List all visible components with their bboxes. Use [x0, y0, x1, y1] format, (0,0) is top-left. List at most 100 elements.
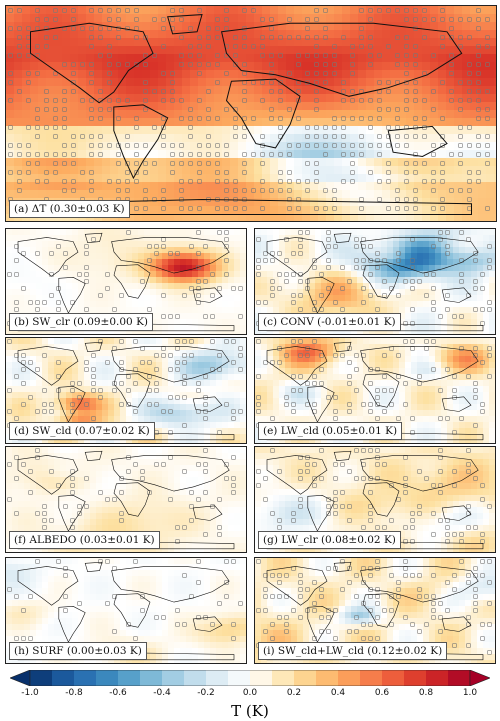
field-cell [382, 110, 391, 119]
field-cell [429, 325, 436, 332]
field-cell [429, 344, 436, 351]
field-cell [358, 54, 367, 63]
field-cell [70, 14, 79, 23]
significance-marker [333, 244, 338, 249]
field-cell [6, 30, 15, 39]
field-cell [470, 134, 479, 143]
field-cell [86, 14, 95, 23]
field-cell [132, 374, 139, 381]
field-cell [390, 38, 399, 47]
field-cell [86, 150, 95, 159]
field-cell [422, 126, 431, 135]
field-cell [156, 241, 163, 248]
field-cell [206, 126, 215, 135]
field-cell [166, 174, 175, 183]
field-cell [54, 271, 61, 278]
field-cell [138, 404, 145, 411]
field-cell [435, 241, 442, 248]
field-cell [454, 70, 463, 79]
field-cell [96, 295, 103, 302]
field-cell [108, 307, 115, 314]
field-cell [192, 283, 199, 290]
field-cell [48, 271, 55, 278]
field-cell [18, 301, 25, 308]
field-cell [435, 229, 442, 236]
field-cell [210, 338, 217, 345]
field-cell [78, 30, 87, 39]
field-cell [478, 174, 487, 183]
field-cell [102, 14, 111, 23]
field-cell [102, 6, 111, 15]
field-cell [387, 253, 394, 260]
field-cell [180, 344, 187, 351]
field-cell [36, 241, 43, 248]
field-cell [138, 241, 145, 248]
field-cell [144, 253, 151, 260]
field-cell [478, 94, 487, 103]
field-cell [156, 313, 163, 320]
field-cell [126, 158, 135, 167]
field-cell [214, 102, 223, 111]
field-cell [430, 102, 439, 111]
field-cell [357, 241, 364, 248]
field-cell [270, 190, 279, 199]
field-cell [393, 283, 400, 290]
field-cell [78, 307, 85, 314]
significance-marker [403, 321, 408, 326]
field-cell [366, 182, 375, 191]
field-cell [270, 86, 279, 95]
field-cell [222, 362, 229, 369]
field-cell [168, 295, 175, 302]
field-cell [110, 70, 119, 79]
field-cell [422, 118, 431, 127]
field-cell [24, 301, 31, 308]
field-cell [446, 182, 455, 191]
significance-marker [269, 80, 274, 85]
field-cell [30, 22, 39, 31]
field-cell [470, 174, 479, 183]
field-cell [22, 166, 31, 175]
field-cell [192, 350, 199, 357]
field-cell [454, 46, 463, 55]
field-cell [42, 338, 49, 345]
field-cell [18, 410, 25, 417]
field-cell [86, 142, 95, 151]
field-cell [102, 142, 111, 151]
field-cell [297, 229, 304, 236]
field-cell [54, 102, 63, 111]
significance-marker [323, 35, 328, 40]
significance-marker [56, 307, 61, 312]
field-cell [192, 259, 199, 266]
significance-marker [215, 80, 220, 85]
field-cell [246, 110, 255, 119]
field-cell [126, 350, 133, 357]
significance-marker [458, 188, 463, 193]
field-cell [286, 134, 295, 143]
significance-marker [480, 307, 485, 312]
field-cell [486, 182, 495, 191]
field-cell [291, 247, 298, 254]
field-cell [30, 241, 37, 248]
field-cell [222, 404, 229, 411]
field-cell [204, 362, 211, 369]
significance-marker [53, 71, 58, 76]
field-cell [453, 325, 460, 332]
field-cell [84, 404, 91, 411]
significance-marker [260, 206, 265, 211]
significance-marker [277, 286, 282, 291]
field-cell [214, 6, 223, 15]
field-cell [238, 102, 247, 111]
field-cell [310, 22, 319, 31]
field-cell [134, 70, 143, 79]
field-cell [118, 142, 127, 151]
field-cell [238, 62, 247, 71]
field-cell [24, 410, 31, 417]
field-cell [38, 94, 47, 103]
significance-marker [269, 62, 274, 67]
field-cell [108, 350, 115, 357]
field-cell [374, 30, 383, 39]
field-cell [72, 283, 79, 290]
field-cell [321, 277, 328, 284]
field-cell [369, 344, 376, 351]
field-cell [390, 30, 399, 39]
